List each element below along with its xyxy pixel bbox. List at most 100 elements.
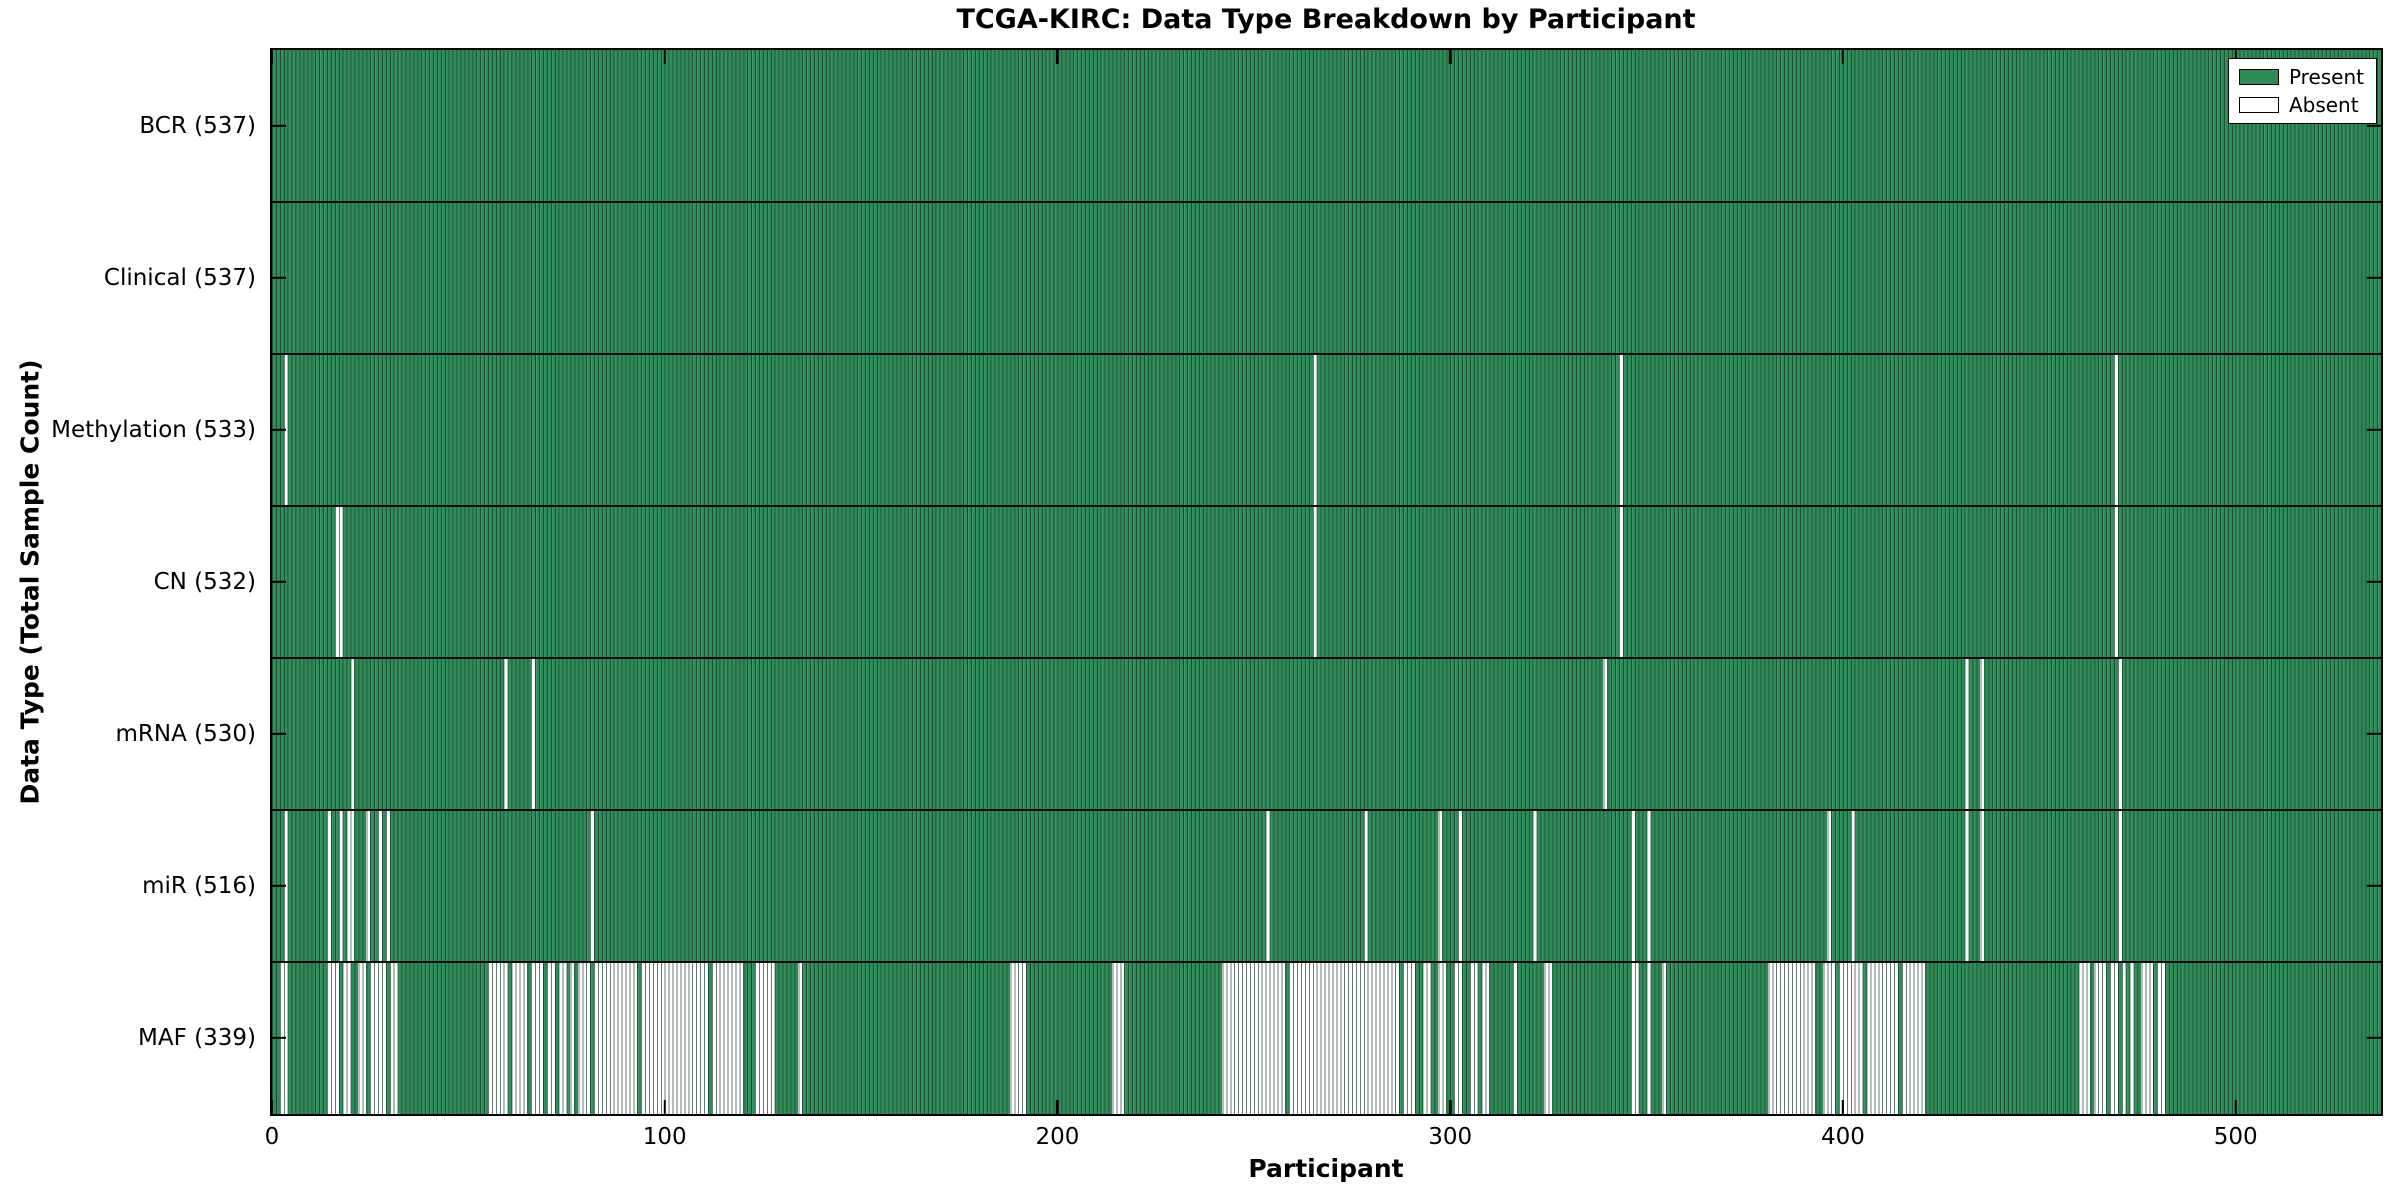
x-tick-label-500: 500 bbox=[2213, 1124, 2258, 1150]
absent-stripe bbox=[1980, 810, 1985, 962]
y-tick-label-clinical: Clinical (537) bbox=[103, 265, 256, 291]
y-tick-mark bbox=[272, 884, 286, 888]
absent-stripe bbox=[334, 506, 343, 658]
row-separator bbox=[272, 961, 2381, 963]
x-tick-mark bbox=[1841, 50, 1845, 64]
absent-stripe bbox=[1662, 962, 1667, 1114]
x-tick-mark bbox=[1449, 50, 1452, 64]
absent-stripe bbox=[1363, 810, 1368, 962]
x-tick-mark bbox=[663, 50, 666, 64]
y-tick-label-bcr: BCR (537) bbox=[139, 113, 256, 139]
absent-stripe bbox=[1312, 354, 1317, 506]
absent-stripe bbox=[1630, 810, 1635, 962]
absent-stripe bbox=[326, 962, 339, 1114]
absent-stripe bbox=[1481, 962, 1490, 1114]
absent-stripe bbox=[1630, 962, 1639, 1114]
absent-stripe bbox=[1980, 658, 1985, 810]
x-tick-label-400: 400 bbox=[1820, 1124, 1865, 1150]
y-tick-label-methylation: Methylation (533) bbox=[51, 417, 256, 443]
absent-stripe bbox=[1422, 962, 1431, 1114]
plot-area: Present Absent bbox=[270, 48, 2383, 1116]
absent-label: Absent bbox=[2288, 93, 2359, 117]
absent-stripe bbox=[711, 962, 744, 1114]
x-tick-mark bbox=[1449, 1100, 1452, 1114]
absent-stripe bbox=[1850, 810, 1855, 962]
y-tick-mark bbox=[2367, 124, 2381, 128]
absent-stripe bbox=[570, 962, 575, 1114]
absent-stripe bbox=[326, 810, 331, 962]
absent-stripe bbox=[755, 962, 775, 1114]
absent-swatch bbox=[2238, 97, 2279, 113]
y-tick-mark bbox=[272, 428, 286, 432]
x-tick-mark bbox=[270, 1100, 274, 1114]
absent-stripe bbox=[641, 962, 708, 1114]
absent-stripe bbox=[531, 658, 536, 810]
absent-stripe bbox=[1768, 962, 1816, 1114]
absent-stripe bbox=[503, 658, 508, 810]
y-tick-label-mir: miR (516) bbox=[142, 873, 256, 899]
x-axis-label: Participant bbox=[1248, 1154, 1404, 1183]
absent-stripe bbox=[1619, 506, 1623, 658]
matrix-row-clinical bbox=[272, 202, 2381, 354]
absent-stripe bbox=[1265, 810, 1270, 962]
absent-stripe bbox=[385, 810, 390, 962]
absent-stripe bbox=[350, 658, 355, 810]
absent-stripe bbox=[358, 962, 367, 1114]
row-separator bbox=[272, 809, 2381, 811]
y-tick-mark bbox=[272, 732, 286, 736]
absent-stripe bbox=[1438, 962, 1447, 1114]
absent-stripe bbox=[1964, 658, 1969, 810]
absent-stripe bbox=[1603, 658, 1608, 810]
x-tick-mark bbox=[270, 50, 274, 64]
row-separator bbox=[272, 657, 2381, 659]
legend: Present Absent bbox=[2227, 58, 2377, 124]
absent-stripe bbox=[342, 962, 351, 1114]
absent-stripe bbox=[488, 962, 508, 1114]
y-tick-mark bbox=[272, 124, 286, 128]
absent-stripe bbox=[1544, 962, 1553, 1114]
absent-stripe bbox=[1646, 810, 1651, 962]
absent-stripe bbox=[1964, 810, 1969, 962]
absent-stripe bbox=[1403, 962, 1415, 1114]
absent-stripe bbox=[1010, 962, 1027, 1114]
absent-stripe bbox=[1222, 962, 1286, 1114]
absent-stripe bbox=[1112, 962, 1125, 1114]
x-tick-mark bbox=[2234, 1100, 2237, 1114]
absent-stripe bbox=[511, 962, 528, 1114]
matrix-row-maf bbox=[272, 962, 2381, 1114]
absent-stripe bbox=[2117, 658, 2122, 810]
legend-entry-present: Present bbox=[2238, 65, 2364, 89]
x-tick-mark bbox=[663, 1100, 666, 1114]
absent-stripe bbox=[2078, 962, 2091, 1114]
x-tick-mark bbox=[1056, 1100, 1059, 1114]
row-separator bbox=[272, 353, 2381, 355]
absent-stripe bbox=[338, 810, 343, 962]
absent-stripe bbox=[389, 962, 398, 1114]
absent-stripe bbox=[1839, 962, 1863, 1114]
row-separator bbox=[272, 505, 2381, 507]
absent-stripe bbox=[1866, 962, 1898, 1114]
absent-stripe bbox=[2113, 506, 2118, 658]
y-tick-mark bbox=[2367, 1036, 2381, 1040]
absent-stripe bbox=[1469, 962, 1478, 1114]
present-label: Present bbox=[2288, 65, 2364, 89]
absent-stripe bbox=[1901, 962, 1926, 1114]
absent-stripe bbox=[2129, 962, 2134, 1114]
present-swatch bbox=[2238, 69, 2279, 85]
matrix-row-mrna bbox=[272, 658, 2381, 810]
absent-stripe bbox=[1312, 506, 1317, 658]
absent-stripe bbox=[346, 810, 355, 962]
absent-stripe bbox=[1823, 962, 1836, 1114]
row-separator bbox=[272, 201, 2381, 203]
absent-stripe bbox=[378, 810, 382, 962]
absent-stripe bbox=[1619, 354, 1623, 506]
chart-title: TCGA-KIRC: Data Type Breakdown by Partic… bbox=[956, 4, 1696, 35]
y-tick-mark bbox=[272, 1036, 286, 1040]
y-tick-mark bbox=[272, 276, 286, 280]
y-tick-mark bbox=[272, 580, 286, 584]
absent-stripe bbox=[1289, 962, 1400, 1114]
absent-stripe bbox=[1458, 810, 1462, 962]
absent-stripe bbox=[1827, 810, 1832, 962]
absent-stripe bbox=[798, 962, 803, 1114]
